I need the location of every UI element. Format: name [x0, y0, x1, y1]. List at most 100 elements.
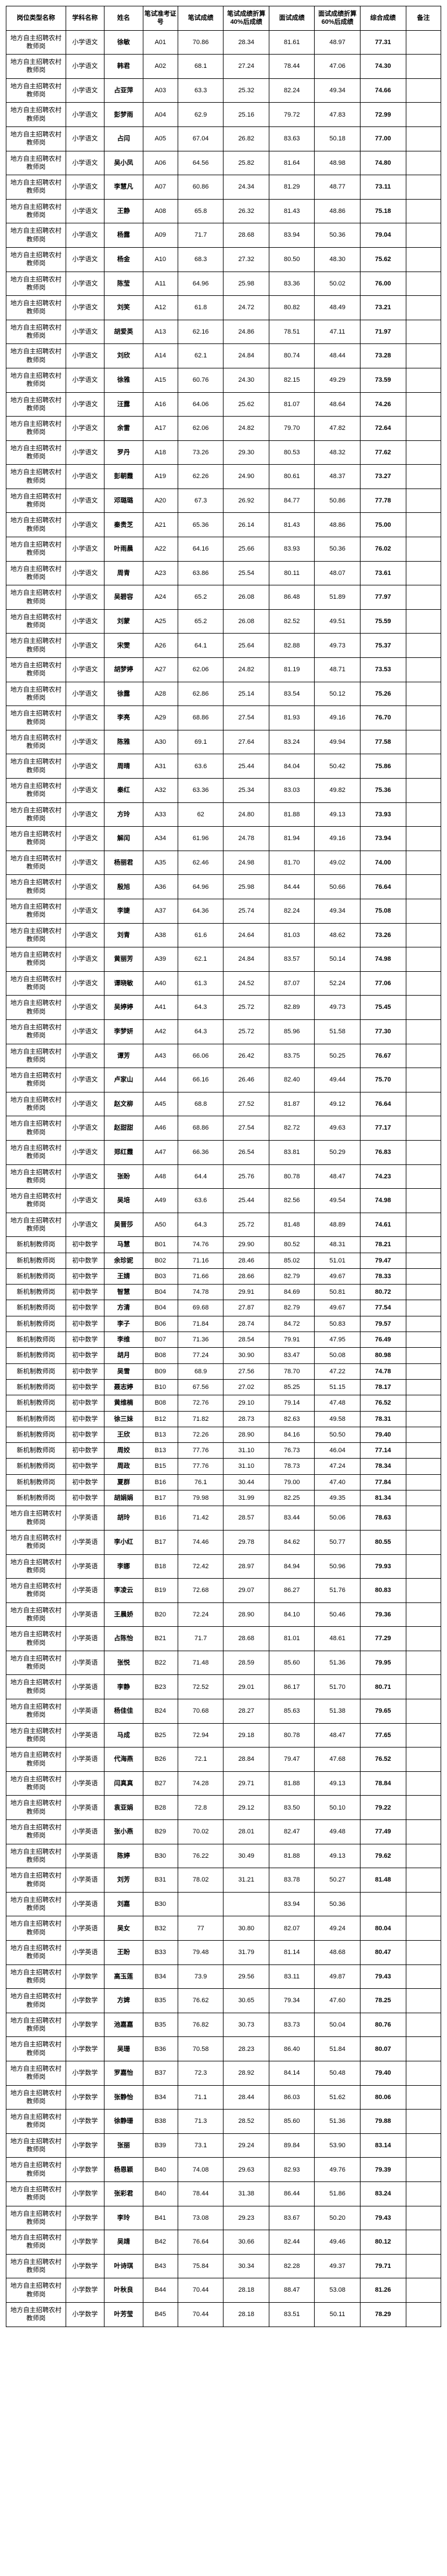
cell-pos: 地方自主招聘农村教师岗: [6, 706, 66, 730]
cell-note: [406, 368, 441, 392]
cell-exam-no: A11: [143, 272, 178, 296]
cell-exam-no: B09: [143, 1363, 178, 1379]
cell-interview: 79.70: [269, 417, 315, 441]
cell-written: 70.68: [178, 1699, 224, 1724]
cell-total: 78.21: [361, 1237, 406, 1253]
table-row: 地方自主招聘农村教师岗小学语文陈莹A1164.9625.9883.3650.02…: [6, 272, 441, 296]
cell-name: 马成: [104, 1723, 143, 1748]
cell-interview60: 48.49: [315, 296, 361, 320]
cell-written40: 29.56: [224, 1964, 269, 1989]
cell-written: 72.94: [178, 1723, 224, 1748]
cell-total: 75.08: [361, 899, 406, 923]
cell-pos: 新机制教师岗: [6, 1490, 66, 1506]
table-row: 地方自主招聘农村教师岗小学语文张盼A4864.425.7680.7848.477…: [6, 1164, 441, 1189]
cell-written40: 28.66: [224, 1268, 269, 1284]
cell-interview: 80.11: [269, 561, 315, 585]
table-row: 地方自主招聘农村教师岗小学语文秦贵芝A2165.3626.1481.4348.8…: [6, 513, 441, 537]
cell-pos: 新机制教师岗: [6, 1474, 66, 1490]
table-row: 地方自主招聘农村教师岗小学语文胡梦婷A2762.0624.8281.1948.7…: [6, 658, 441, 682]
table-row: 地方自主招聘农村教师岗小学语文李婕A3764.3625.7482.2449.34…: [6, 899, 441, 923]
cell-interview60: 49.29: [315, 368, 361, 392]
cell-subj: 小学语文: [66, 513, 104, 537]
cell-written40: 28.97: [224, 1554, 269, 1579]
cell-interview: 83.36: [269, 272, 315, 296]
table-row: 新机制教师岗初中数学周政B1577.7631.1078.7347.2478.34: [6, 1459, 441, 1474]
cell-interview60: 50.77: [315, 1530, 361, 1554]
cell-written: 63.6: [178, 1189, 224, 1213]
cell-written40: 25.76: [224, 1164, 269, 1189]
cell-subj: 小学数学: [66, 2158, 104, 2182]
cell-interview: 81.70: [269, 851, 315, 875]
cell-exam-no: A21: [143, 513, 178, 537]
cell-exam-no: B25: [143, 1723, 178, 1748]
cell-written: 71.1: [178, 2085, 224, 2110]
table-row: 新机制教师岗初中数学余珍妮B0271.1628.4685.0251.0179.4…: [6, 1253, 441, 1268]
cell-interview60: 49.51: [315, 609, 361, 634]
cell-written: 64.96: [178, 272, 224, 296]
cell-interview: 81.29: [269, 175, 315, 200]
table-row: 地方自主招聘农村教师岗小学英语闫真真B2774.2829.7181.8849.1…: [6, 1771, 441, 1796]
cell-note: [406, 706, 441, 730]
cell-note: [406, 1116, 441, 1141]
cell-exam-no: B13: [143, 1427, 178, 1442]
table-row: 地方自主招聘农村教师岗小学语文吴培A4963.625.4482.5649.547…: [6, 1189, 441, 1213]
cell-written: 61.3: [178, 971, 224, 996]
cell-interview60: 50.36: [315, 223, 361, 248]
cell-written: 77: [178, 1916, 224, 1941]
cell-total: 77.31: [361, 30, 406, 55]
cell-total: 80.76: [361, 2013, 406, 2037]
cell-name: 韩君: [104, 55, 143, 79]
cell-note: [406, 947, 441, 972]
cell-pos: 新机制教师岗: [6, 1443, 66, 1459]
table-row: 地方自主招聘农村教师岗小学语文徐雅A1560.7624.3082.1549.29…: [6, 368, 441, 392]
cell-note: [406, 561, 441, 585]
cell-written40: 24.86: [224, 320, 269, 344]
table-row: 地方自主招聘农村教师岗小学语文杨露A0971.728.6883.9450.367…: [6, 223, 441, 248]
cell-name: 代海燕: [104, 1748, 143, 1772]
cell-interview60: 49.24: [315, 1916, 361, 1941]
cell-subj: 小学英语: [66, 1892, 104, 1916]
cell-subj: 小学语文: [66, 585, 104, 610]
cell-subj: 小学语文: [66, 151, 104, 175]
cell-note: [406, 175, 441, 200]
col-header-subj: 学科名称: [66, 6, 104, 31]
table-row: 新机制教师岗初中数学胡娟娟B1779.9831.9982.2549.3581.3…: [6, 1490, 441, 1506]
cell-interview60: 49.67: [315, 1268, 361, 1284]
cell-total: 79.47: [361, 1253, 406, 1268]
table-row: 地方自主招聘农村教师岗小学语文彭梦雨A0462.925.1679.7247.83…: [6, 103, 441, 127]
table-row: 地方自主招聘农村教师岗小学英语占陈怡B2171.728.6881.0148.61…: [6, 1627, 441, 1651]
cell-interview: 85.25: [269, 1379, 315, 1395]
cell-total: 81.48: [361, 1868, 406, 1893]
cell-note: [406, 30, 441, 55]
cell-written: 62.86: [178, 682, 224, 706]
cell-interview: 83.24: [269, 730, 315, 754]
cell-written40: 24.84: [224, 344, 269, 368]
cell-note: [406, 754, 441, 779]
cell-interview60: 50.29: [315, 1140, 361, 1164]
cell-interview60: 47.24: [315, 1459, 361, 1474]
cell-interview60: 50.08: [315, 1348, 361, 1363]
cell-pos: 地方自主招聘农村教师岗: [6, 1140, 66, 1164]
cell-written: 67.56: [178, 1379, 224, 1395]
cell-interview60: 48.98: [315, 151, 361, 175]
cell-note: [406, 1748, 441, 1772]
cell-interview60: 49.16: [315, 706, 361, 730]
cell-name: 罗嘉怡: [104, 2061, 143, 2085]
table-row: 地方自主招聘农村教师岗小学数学方婢B3576.6230.6579.3447.60…: [6, 1989, 441, 2013]
table-row: 地方自主招聘农村教师岗小学语文赵甜甜A4668.8627.5482.7249.6…: [6, 1116, 441, 1141]
cell-written40: 26.42: [224, 1044, 269, 1068]
cell-name: 李维: [104, 1332, 143, 1348]
cell-subj: 初中数学: [66, 1332, 104, 1348]
cell-note: [406, 1411, 441, 1427]
cell-pos: 地方自主招聘农村教师岗: [6, 996, 66, 1020]
cell-name: 李小红: [104, 1530, 143, 1554]
cell-interview60: 47.60: [315, 1989, 361, 2013]
table-row: 地方自主招聘农村教师岗小学语文殷旭A3664.9625.9884.4450.66…: [6, 875, 441, 899]
table-row: 地方自主招聘农村教师岗小学英语李静B2372.5229.0186.1751.70…: [6, 1675, 441, 1699]
cell-note: [406, 1253, 441, 1268]
cell-interview: 85.63: [269, 1699, 315, 1724]
cell-subj: 初中数学: [66, 1411, 104, 1427]
cell-written: 62.9: [178, 103, 224, 127]
cell-written40: 30.34: [224, 2254, 269, 2278]
cell-subj: 小学英语: [66, 1941, 104, 1965]
